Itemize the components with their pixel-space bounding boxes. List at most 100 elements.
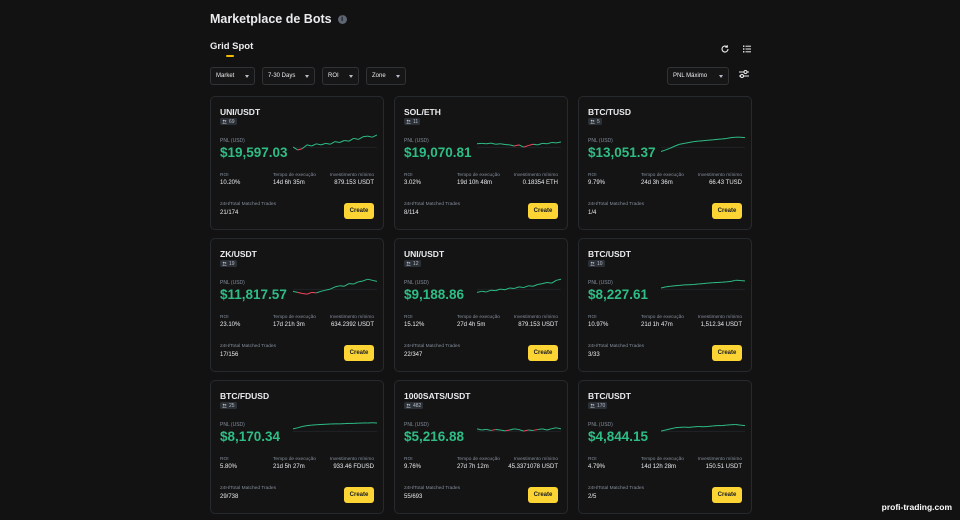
min-investment-value: 879.153 USDT (518, 322, 558, 328)
bot-card[interactable]: SOL/ETH 11 PNL (USD) $19,070.81 ROI Tempo de … (394, 96, 568, 230)
sparkline-segment (537, 428, 543, 431)
pnl-sparkline (477, 427, 561, 432)
pnl-sparkline (661, 136, 745, 152)
sparkline-segment (670, 145, 676, 149)
pnl-value: $19,070.81 (404, 145, 472, 160)
roi-label: ROI (220, 173, 229, 178)
sparkline-segment (293, 427, 298, 430)
pair-name: BTC/FDUSD (220, 391, 270, 401)
sparkline-segment (523, 429, 529, 432)
market-filter[interactable]: Market (210, 67, 255, 85)
create-button[interactable]: Create (344, 203, 374, 219)
bot-card[interactable]: BTC/USDT 10 PNL (USD) $8,227.61 ROI Tempo de … (578, 238, 752, 372)
zone-filter[interactable]: Zone (366, 67, 406, 85)
sparkline-segment (661, 286, 666, 289)
roi-label: ROI (588, 173, 597, 178)
pnl-label: PNL (USD) (588, 280, 613, 286)
create-button[interactable]: Create (528, 487, 558, 503)
sparkline-segment (372, 279, 377, 282)
user-count-badge: 5 (588, 118, 602, 125)
sparkline-segment (730, 279, 736, 282)
market-filter-label: Market (216, 73, 235, 79)
pnl-value: $8,170.34 (220, 429, 281, 444)
create-button[interactable]: Create (712, 345, 742, 361)
sort-select-label: PNL Máximo (673, 73, 708, 79)
sparkline-segment (674, 143, 680, 147)
sparkline-segment (684, 141, 690, 144)
pair-name: BTC/TUSD (588, 107, 631, 117)
bot-card[interactable]: BTC/FDUSD 25 PNL (USD) $8,170.34 ROI Tempo de… (210, 380, 384, 514)
user-count-badge: 11 (404, 118, 421, 125)
bot-card[interactable]: ZK/USDT 19 PNL (USD) $11,817.57 ROI Tempo de … (210, 238, 384, 372)
trades-label: 24H/Total Matched Trades (220, 486, 276, 491)
pnl-value: $8,227.61 (588, 287, 649, 302)
sparkline-segment (293, 290, 298, 293)
roi-value: 3.02% (404, 180, 422, 186)
pnl-label: PNL (USD) (220, 422, 245, 428)
trades-label: 24H/Total Matched Trades (220, 202, 276, 207)
min-investment-value: 879.153 USDT (334, 180, 374, 186)
sparkline-segment (546, 141, 552, 145)
runtime-value: 19d 10h 48m (457, 180, 493, 186)
sliders-icon[interactable] (738, 67, 752, 81)
pnl-value: $5,216.88 (404, 429, 465, 444)
pnl-sparkline (477, 141, 561, 148)
list-view-icon[interactable] (742, 41, 752, 53)
pnl-sparkline (661, 279, 745, 290)
sparkline-segment (362, 135, 368, 138)
bot-card[interactable]: BTC/TUSD 5 PNL (USD) $13,051.37 ROI Tempo de … (578, 96, 752, 230)
sort-select[interactable]: PNL Máximo (667, 67, 729, 85)
trades-label: 24H/Total Matched Trades (404, 344, 460, 349)
pnl-value: $9,188.86 (404, 287, 465, 302)
create-button[interactable]: Create (344, 487, 374, 503)
sparkline-segment (514, 428, 520, 431)
min-investment-label: Investimento mínimo (329, 315, 374, 320)
trades-label: 24H/Total Matched Trades (404, 486, 460, 491)
sparkline-segment (665, 285, 671, 288)
roi-label: ROI (588, 457, 597, 462)
trades-label: 24H/Total Matched Trades (220, 344, 276, 349)
pair-name: UNI/USDT (404, 249, 445, 259)
user-count-badge: 19 (220, 260, 237, 267)
pair-name: UNI/USDT (220, 107, 261, 117)
bot-card[interactable]: 1000SATS/USDT 482 PNL (USD) $5,216.88 ROI Tem… (394, 380, 568, 514)
info-icon[interactable]: i (337, 14, 347, 24)
user-count-badge: 69 (220, 118, 237, 125)
sparkline-segment (477, 290, 482, 293)
sparkline-segment (358, 136, 364, 140)
watermark: profi-trading.com (881, 502, 952, 512)
refresh-icon[interactable] (720, 41, 730, 53)
create-button[interactable]: Create (528, 345, 558, 361)
min-investment-value: 66.43 TUSD (709, 180, 742, 186)
duration-filter[interactable]: 7-30 Days (262, 67, 315, 85)
user-count: 12 (413, 260, 419, 267)
tab-grid-spot[interactable]: Grid Spot (210, 41, 254, 52)
sparkline-segment (358, 280, 364, 283)
bot-card[interactable]: UNI/USDT 69 PNL (USD) $19,597.03 ROI Tempo de… (210, 96, 384, 230)
sparkline-segment (542, 282, 548, 285)
bot-card[interactable]: BTC/USDT 170 PNL (USD) $4,844.15 ROI Tempo de… (578, 380, 752, 514)
create-button[interactable]: Create (528, 203, 558, 219)
min-investment-label: Investimento mínimo (697, 315, 742, 320)
pair-name: 1000SATS/USDT (404, 391, 471, 401)
duration-filter-label: 7-30 Days (268, 73, 296, 79)
roi-filter[interactable]: ROI (322, 67, 359, 85)
active-tab-indicator (226, 55, 234, 57)
sparkline-segment (500, 288, 506, 291)
create-button[interactable]: Create (712, 203, 742, 219)
create-button[interactable]: Create (344, 345, 374, 361)
min-investment-value: 1,512.34 USDT (700, 322, 742, 328)
sparkline-segment (523, 145, 529, 148)
runtime-label: Tempo de execução (641, 315, 684, 320)
roi-value: 15.12% (404, 322, 425, 328)
bot-card[interactable]: UNI/USDT 12 PNL (USD) $9,188.86 ROI Tempo de … (394, 238, 568, 372)
roi-value: 4.79% (588, 464, 606, 470)
sparkline-segment (353, 137, 359, 140)
sparkline-segment (537, 283, 543, 285)
runtime-label: Tempo de execução (273, 173, 316, 178)
sparkline-segment (367, 135, 373, 138)
create-button[interactable]: Create (712, 487, 742, 503)
sparkline-segment (546, 428, 552, 431)
sparkline-segment (688, 141, 694, 143)
min-investment-label: Investimento mínimo (697, 457, 742, 462)
